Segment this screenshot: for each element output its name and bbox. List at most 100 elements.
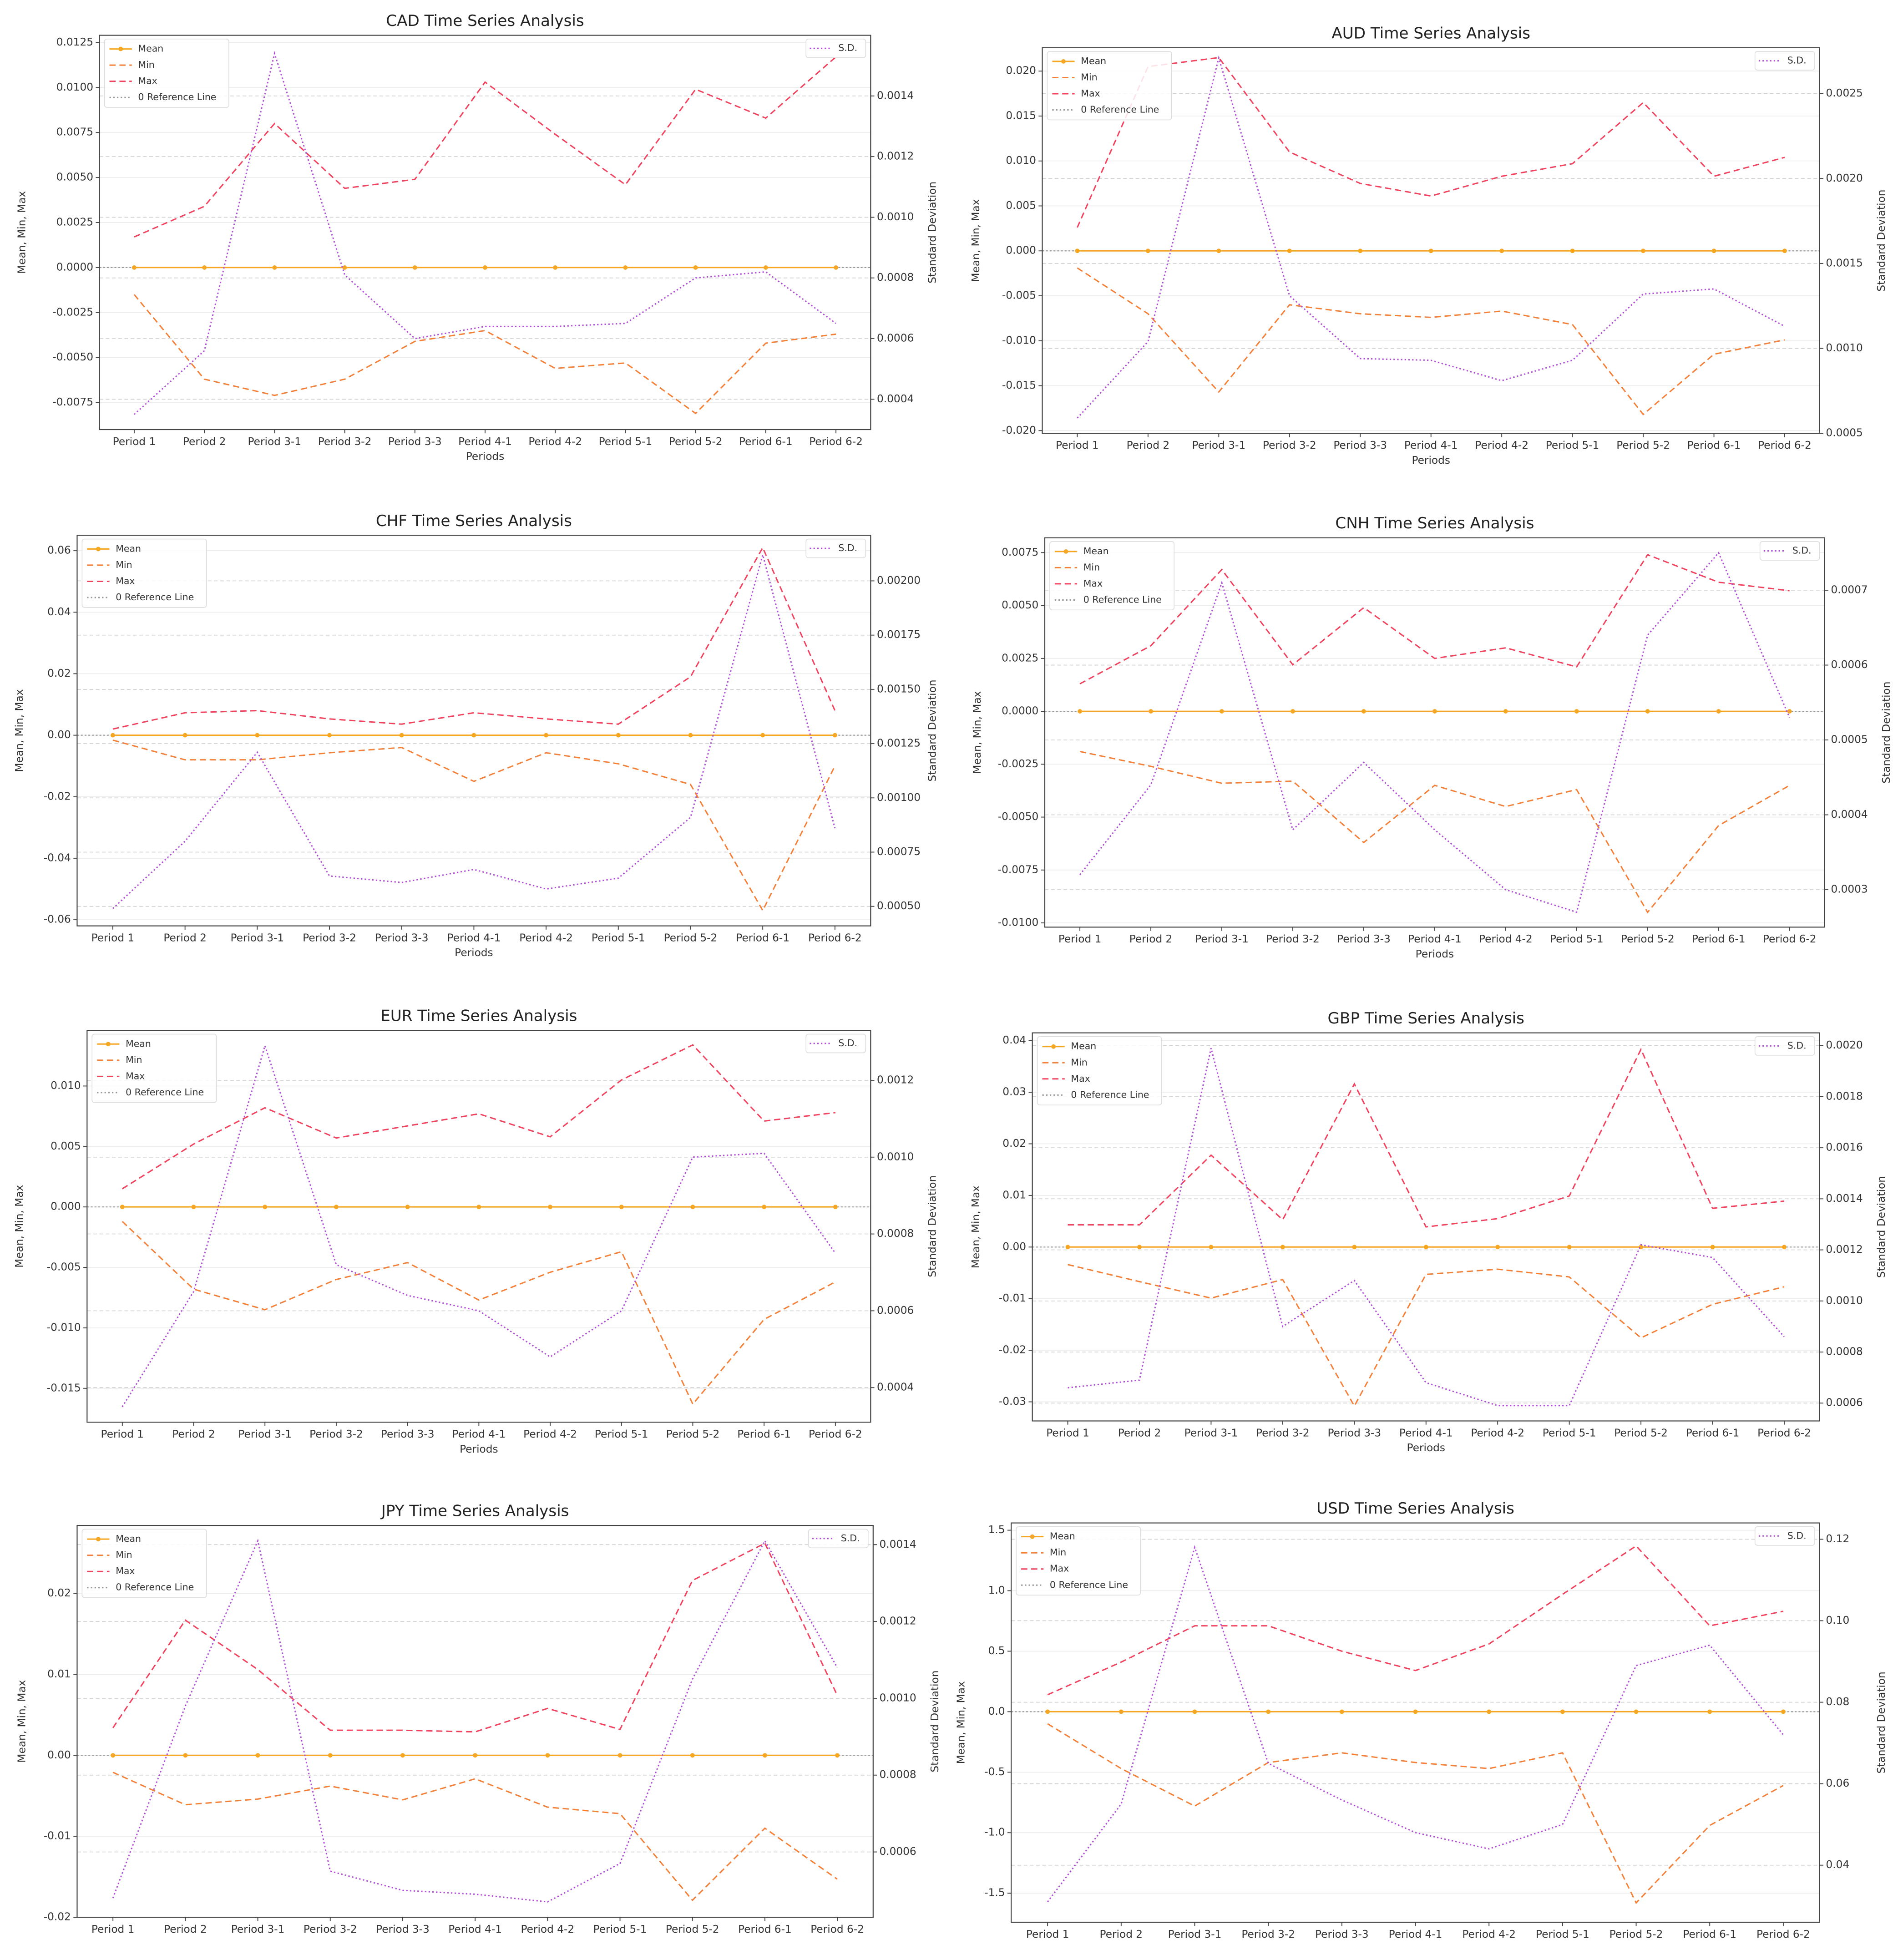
legend-label: Min <box>138 59 154 70</box>
series-marker <box>120 1205 125 1210</box>
y-tick-label: -1.5 <box>984 1887 1005 1899</box>
y2-tick-label: 0.0014 <box>1826 1192 1863 1205</box>
y-tick-label: 0.0125 <box>56 36 93 48</box>
series-marker <box>1045 1709 1050 1714</box>
legend-box <box>1047 51 1172 121</box>
series-marker <box>1352 1245 1357 1250</box>
series-marker <box>762 1753 767 1758</box>
series-marker <box>412 265 417 270</box>
y-tick-label: 0.010 <box>1006 154 1036 167</box>
series-marker <box>1645 709 1650 714</box>
legend-box <box>808 1529 869 1549</box>
y-axis-label: Mean, Min, Max <box>13 689 25 772</box>
x-tick-label: Period 6-1 <box>1686 1427 1740 1439</box>
series-marker <box>553 265 558 270</box>
y-tick-label: 0.020 <box>1006 65 1036 77</box>
x-tick-label: Period 6-2 <box>809 436 863 448</box>
series-marker <box>1339 1709 1344 1714</box>
legend-box <box>104 38 229 108</box>
x-tick-label: Period 1 <box>1046 1427 1089 1439</box>
x-tick-label: Period 5-2 <box>666 1923 719 1935</box>
legend-label: Mean <box>138 43 163 54</box>
series-marker <box>272 265 277 270</box>
legend-marker <box>96 547 101 552</box>
y2-tick-label: 0.0004 <box>877 1381 914 1393</box>
series-marker <box>1266 1709 1271 1714</box>
y2-tick-label: 0.0008 <box>877 271 914 284</box>
series-marker <box>1287 248 1292 253</box>
x-tick-label: Period 6-1 <box>739 436 793 448</box>
x-tick-label: Period 2 <box>1100 1928 1143 1940</box>
series-marker <box>1495 1245 1500 1250</box>
y2-axis-label: Standard Deviation <box>1875 189 1888 291</box>
legend-label: S.D. <box>1787 1530 1807 1541</box>
series-marker <box>1641 248 1645 253</box>
y-tick-label: 0.02 <box>47 667 71 679</box>
y-tick-label: -0.015 <box>47 1382 81 1394</box>
y2-tick-label: 0.10 <box>1826 1614 1850 1626</box>
legend-label: S.D. <box>838 1038 857 1048</box>
y2-tick-label: 0.00175 <box>877 628 921 641</box>
plot-area <box>1011 1523 1820 1922</box>
series-marker <box>1216 248 1221 253</box>
x-tick-label: Period 4-1 <box>452 1428 506 1440</box>
chart: -1.5 -1.0 -0.5 0.0 0.5 1.0 1.5 0.04 0.06 0.08 0.10… <box>955 1499 1888 1940</box>
y-tick-label: -0.010 <box>1002 334 1036 346</box>
legend-label: Min <box>116 1550 132 1560</box>
y-tick-label: -0.0025 <box>52 306 93 318</box>
legend-label: Mean <box>116 1533 141 1544</box>
legend-label: 0 Reference Line <box>1083 594 1162 605</box>
x-tick-label: Period 3-3 <box>1333 439 1387 451</box>
y-tick-label: -0.0050 <box>52 351 93 363</box>
legend-label: Max <box>138 76 157 86</box>
chart: -0.03 -0.02 -0.01 0.00 0.01 0.02 0.03 0.04 0.000… <box>970 1009 1888 1454</box>
series-marker <box>1078 709 1083 714</box>
x-tick-label: Period 5-2 <box>664 932 718 944</box>
legend-marker <box>118 46 123 51</box>
x-tick-label: Period 4-2 <box>1462 1928 1516 1940</box>
series-marker <box>1149 709 1153 714</box>
legend-box <box>81 1529 207 1598</box>
x-tick-label: Period 5-2 <box>666 1428 720 1440</box>
series-marker <box>763 265 768 270</box>
legend-label: Max <box>116 575 135 586</box>
series-marker <box>399 733 404 738</box>
y2-tick-label: 0.00075 <box>877 846 921 858</box>
y-tick-label: 0.0000 <box>56 261 93 273</box>
legend-label: S.D. <box>1792 545 1812 556</box>
chart-title: AUD Time Series Analysis <box>1331 24 1530 42</box>
y2-tick-label: 0.00125 <box>877 737 921 750</box>
y-tick-label: 0.000 <box>1006 244 1036 257</box>
series-marker <box>111 733 115 738</box>
series-marker <box>616 733 621 738</box>
series-marker <box>1358 248 1363 253</box>
series-marker <box>334 1205 339 1210</box>
x-tick-label: Period 6-1 <box>738 1923 792 1935</box>
series-marker <box>1145 248 1150 253</box>
x-tick-label: Period 5-1 <box>592 932 645 944</box>
y-tick-label: 0.0000 <box>1002 705 1038 717</box>
series-marker <box>690 1753 695 1758</box>
legend-label: Min <box>1071 1057 1087 1068</box>
plot-frame <box>76 1524 874 1918</box>
series-marker <box>1716 709 1721 714</box>
y-tick-label: 0.02 <box>47 1587 71 1599</box>
series-marker <box>342 265 347 270</box>
x-tick-label: Period 2 <box>163 932 207 944</box>
y-axis-label: Mean, Min, Max <box>971 691 983 774</box>
legend-label: 0 Reference Line <box>116 1582 194 1593</box>
x-tick-label: Period 4-1 <box>458 436 512 448</box>
legend-label: Max <box>116 1565 135 1576</box>
y2-tick-label: 0.0006 <box>877 1304 914 1317</box>
series-marker <box>255 733 260 738</box>
y-tick-label: -0.03 <box>999 1395 1026 1408</box>
y-axis-label: Mean, Min, Max <box>13 1185 25 1268</box>
y-tick-label: 0.0025 <box>1002 652 1038 664</box>
series-marker <box>545 1753 550 1758</box>
y2-tick-label: 0.00200 <box>877 574 921 587</box>
series-marker <box>762 1205 767 1210</box>
chart: -0.0075 -0.0050 -0.0025 0.0000 0.0025 0.0050 0… <box>16 12 939 463</box>
series-marker <box>405 1205 410 1210</box>
series-marker <box>832 733 837 738</box>
